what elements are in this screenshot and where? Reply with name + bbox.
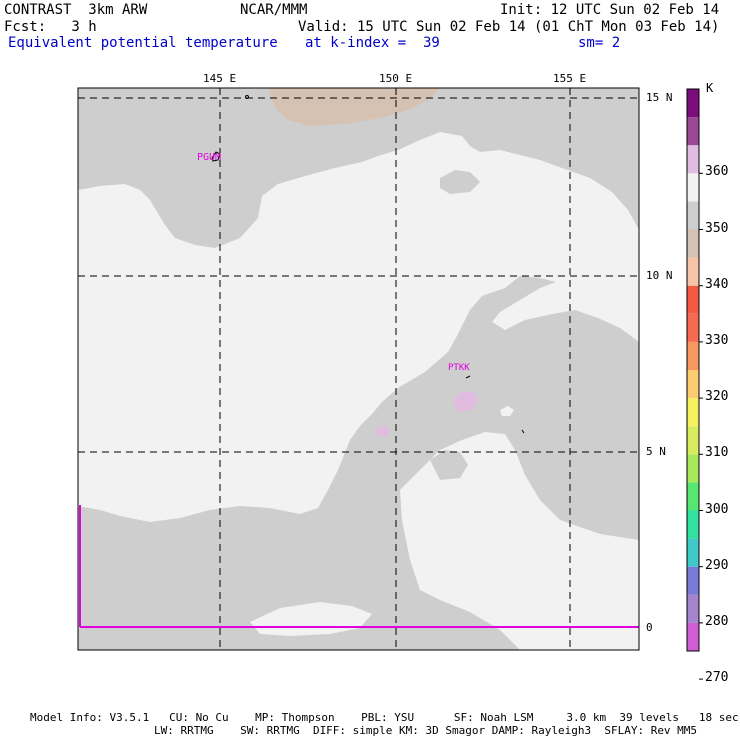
colorbar-swatch — [687, 89, 699, 118]
colorbar-swatch — [687, 201, 699, 230]
colorbar-tick-label: 350 — [705, 220, 729, 236]
field-region-350-east — [598, 138, 639, 210]
model-info-line1: Model Info: V3.5.1 CU: No Cu MP: Thompso… — [30, 711, 739, 724]
colorbar-tick-label: 360 — [705, 164, 729, 180]
colorbar-swatch — [687, 370, 699, 399]
colorbar-swatch — [687, 482, 699, 511]
colorbar-unit: K — [706, 81, 714, 95]
field-region-360-c — [500, 406, 514, 416]
colorbar-tick-label: 300 — [705, 501, 729, 517]
lat-label-0: 0 — [646, 621, 653, 634]
colorbar-swatch — [687, 622, 699, 651]
colorbar-swatch — [687, 566, 699, 595]
colorbar-tick-label: 270 — [705, 670, 729, 686]
field-name: Equivalent potential temperature — [8, 35, 278, 51]
colorbar-tick-label: 290 — [705, 557, 729, 573]
colorbar-swatch — [687, 426, 699, 455]
lon-label-145: 145 E — [203, 72, 237, 85]
island-marker — [245, 95, 249, 99]
valid-time: Valid: 15 UTC Sun 02 Feb 14 (01 ChT Mon … — [298, 19, 720, 35]
colorbar-swatch — [687, 454, 699, 483]
colorbar-swatch — [687, 538, 699, 567]
colorbar-swatch — [687, 173, 699, 202]
org-label: NCAR/MMM — [240, 2, 308, 18]
colorbar-swatch — [687, 594, 699, 623]
lat-label-10n: 10 N — [646, 269, 673, 282]
colorbar-swatch — [687, 257, 699, 286]
field-region-350-south — [430, 450, 468, 480]
model-title: CONTRAST 3km ARW — [4, 2, 148, 18]
model-info-line2: LW: RRTMG SW: RRTMG DIFF: simple KM: 3D … — [154, 724, 698, 737]
colorbar-tick-label: 280 — [705, 613, 729, 629]
colorbar-tick-label: 310 — [705, 445, 729, 461]
field-region-365-a — [453, 392, 478, 412]
graticule — [78, 88, 639, 650]
palau-coastline — [465, 375, 471, 379]
colorbar-swatch — [687, 510, 699, 539]
lat-label-15n: 15 N — [646, 91, 673, 104]
colorbar-swatch — [687, 117, 699, 146]
lon-label-150: 150 E — [379, 72, 413, 85]
colorbar-tick-label: 340 — [705, 276, 729, 292]
init-time: Init: 12 UTC Sun 02 Feb 14 — [500, 2, 720, 18]
guam-coastline — [211, 151, 221, 162]
colorbar-swatch — [687, 145, 699, 174]
field-region-365-b — [375, 426, 390, 436]
station-label-ptkk: PTKK — [448, 363, 470, 373]
colorbar-swatch — [687, 341, 699, 370]
lat-label-5n: 5 N — [646, 445, 666, 458]
station-label-pgum: PGUM — [197, 152, 222, 163]
smoothing-info: sm= 2 — [578, 35, 621, 51]
colorbar-swatch — [687, 285, 699, 314]
colorbar-swatch — [687, 313, 699, 342]
map-frame — [77, 87, 640, 651]
colorbar-frame — [686, 88, 700, 652]
field-region-360-south — [400, 432, 639, 650]
colorbar-tick-label: 330 — [705, 332, 729, 348]
colorbar-swatch — [687, 398, 699, 427]
lon-label-155: 155 E — [553, 72, 587, 85]
forecast-hour: Fcst: 3 h — [4, 19, 97, 35]
field-region-360 — [78, 132, 639, 522]
level-info: at k-index = 39 — [305, 35, 440, 51]
island-coastline — [521, 429, 525, 434]
colorbar-swatch — [687, 229, 699, 258]
colorbar-tick-label: 320 — [705, 389, 729, 405]
field-region-350-north — [440, 170, 480, 194]
